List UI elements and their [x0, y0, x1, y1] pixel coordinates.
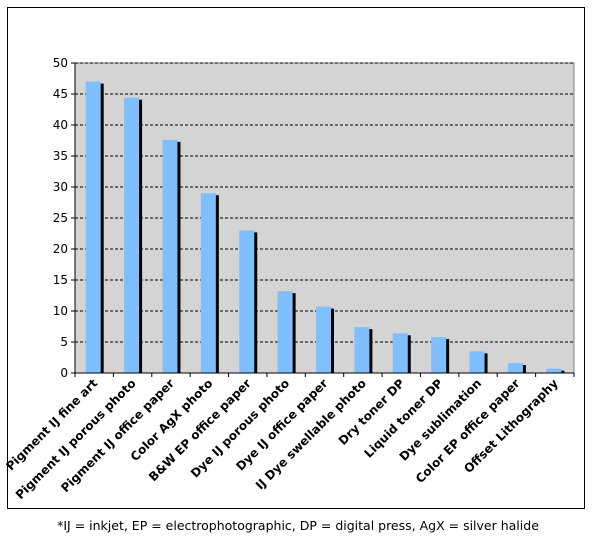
y-tick-label: 35 — [53, 149, 68, 163]
bar — [431, 337, 447, 373]
y-tick-label: 30 — [53, 180, 68, 194]
x-tick-label: Dry toner DP — [336, 376, 408, 448]
y-tick-label: 15 — [53, 273, 68, 287]
axes — [74, 63, 575, 377]
bar — [277, 291, 293, 373]
y-tick-label: 50 — [53, 56, 68, 70]
bar — [316, 306, 331, 373]
y-tick-label: 0 — [60, 366, 68, 380]
y-tick-labels: 0 5 10 15 20 25 30 35 40 45 50 — [53, 56, 68, 380]
y-tick-label: 25 — [53, 211, 68, 225]
bar — [507, 363, 523, 373]
y-tick-label: 20 — [53, 242, 68, 256]
bar — [469, 351, 485, 373]
bar — [162, 139, 178, 373]
bars — [85, 81, 565, 373]
gridlines — [71, 62, 574, 374]
bar — [354, 327, 370, 373]
bar — [200, 193, 216, 373]
y-tick-label: 5 — [60, 335, 68, 349]
bar — [392, 333, 408, 373]
footnote: *IJ = inkjet, EP = electrophotographic, … — [57, 518, 539, 533]
y-tick-label: 45 — [53, 87, 68, 101]
bar — [546, 368, 562, 373]
bar — [124, 97, 140, 373]
bar — [239, 230, 255, 373]
y-tick-label: 10 — [53, 304, 68, 318]
bar — [85, 81, 101, 373]
y-tick-label: 40 — [53, 118, 68, 132]
